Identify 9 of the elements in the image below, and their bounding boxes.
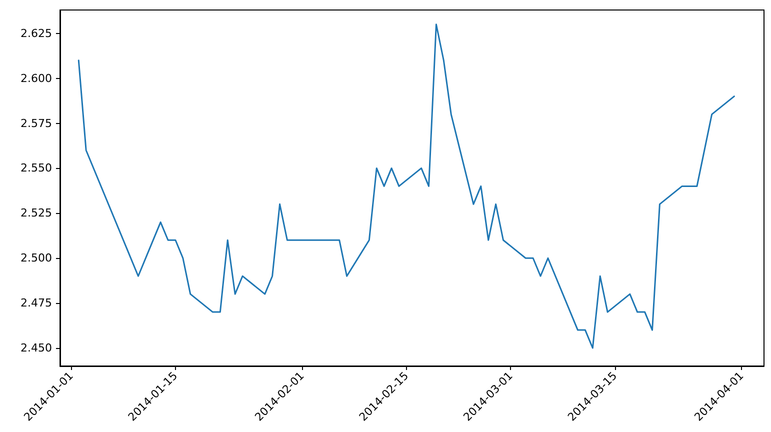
y-tick-label: 2.550 xyxy=(20,162,52,175)
line-series xyxy=(78,24,735,349)
y-tick-label: 2.625 xyxy=(20,26,52,40)
y-tick-label: 2.575 xyxy=(20,116,52,130)
y-tick-label: 2.450 xyxy=(20,342,52,355)
y-tick-label: 2.600 xyxy=(20,72,52,85)
y-tick-label: 2.525 xyxy=(20,206,52,220)
y-tick-label: 2.475 xyxy=(20,296,52,310)
y-tick-label: 2.500 xyxy=(20,252,52,265)
